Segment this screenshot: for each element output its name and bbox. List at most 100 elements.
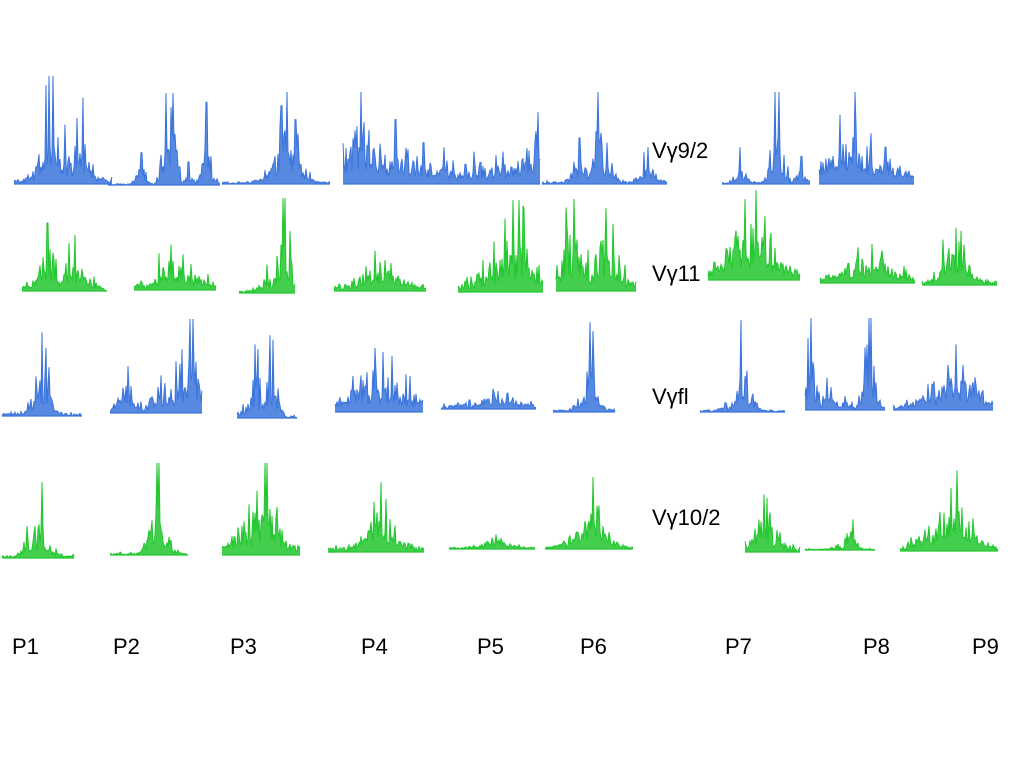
- trace-fill: [900, 470, 998, 551]
- trace-fill: [441, 388, 536, 409]
- patient-label-p5: P5: [477, 634, 504, 659]
- trace-fill: [343, 92, 455, 184]
- trace-vg10-2-p8: [804, 519, 876, 552]
- trace-fill: [745, 494, 800, 552]
- trace-vg10-2-p4: [327, 482, 425, 554]
- trace-vgfl-p5: [440, 388, 537, 410]
- trace-line: [454, 111, 541, 182]
- trace-fill: [110, 319, 202, 413]
- patient-label-p6: P6: [580, 634, 607, 659]
- patient-label-p1: P1: [12, 634, 39, 659]
- trace-vg11-p7: [707, 189, 801, 281]
- trace-fill: [108, 93, 220, 185]
- trace-vg10-2-p9: [899, 470, 999, 552]
- trace-vg9-2-p7: [722, 91, 811, 185]
- trace-fill: [449, 534, 535, 549]
- trace-vg9-2-p8: [818, 91, 915, 185]
- trace-line: [744, 494, 801, 554]
- trace-fill: [545, 477, 633, 549]
- trace-fill: [14, 76, 112, 184]
- trace-line: [221, 462, 301, 553]
- trace-line: [109, 462, 188, 556]
- trace-line: [333, 250, 427, 292]
- trace-vg11-p5: [457, 199, 544, 293]
- trace-line: [545, 476, 634, 550]
- trace-line: [236, 335, 298, 419]
- trace-vg9-2-p1: [13, 75, 113, 185]
- trace-vg10-2-p3: [221, 462, 301, 556]
- trace-vg10-2-p5: [448, 534, 536, 550]
- row-label-vg10-2: Vγ10/2: [652, 505, 721, 530]
- trace-line: [804, 317, 886, 410]
- trace-vgfl-p9: [892, 344, 994, 411]
- trace-vg9-2-p3: [221, 91, 331, 185]
- trace-fill: [2, 332, 82, 416]
- trace-vg11-p4: [333, 250, 427, 292]
- trace-line: [238, 197, 296, 295]
- trace-line: [707, 189, 801, 279]
- trace-line: [342, 91, 456, 180]
- trace-vg10-2-p1: [1, 481, 75, 559]
- trace-fill: [893, 344, 993, 410]
- trace-fill: [455, 112, 540, 184]
- trace-line: [440, 388, 537, 410]
- trace-line: [722, 91, 811, 185]
- row-label-vgfl: Vγfl: [652, 384, 689, 409]
- trace-vg10-2-p2: [109, 462, 188, 556]
- patient-label-p3: P3: [230, 634, 257, 659]
- trace-fill: [22, 223, 107, 291]
- trace-vg11-p8: [819, 243, 916, 284]
- trace-vgfl-p2: [109, 318, 203, 414]
- trace-line: [334, 347, 424, 408]
- trace-line: [21, 222, 108, 292]
- trace-vg10-2-p6: [545, 476, 634, 550]
- patient-label-p7: P7: [725, 634, 752, 659]
- trace-vgfl-p1: [1, 332, 83, 418]
- trace-line: [555, 198, 637, 290]
- trace-line: [699, 319, 786, 413]
- trace-vgfl-p8: [804, 317, 886, 411]
- trace-vgfl-p6: [552, 321, 616, 413]
- trace-line: [1, 481, 75, 559]
- patient-label-p2: P2: [113, 634, 140, 659]
- trace-vg11-p2: [133, 244, 217, 291]
- row-label-vg11: Vγ11: [652, 261, 701, 286]
- trace-line: [327, 482, 425, 554]
- trace-line: [133, 244, 217, 291]
- patient-label-p9: P9: [972, 634, 999, 659]
- patient-label-p8: P8: [863, 634, 890, 659]
- trace-vg9-2-p6: [541, 91, 668, 185]
- trace-vg9-2-p2: [107, 92, 221, 186]
- trace-line: [921, 227, 998, 287]
- trace-line: [818, 91, 915, 179]
- trace-line: [221, 91, 331, 185]
- trace-vgfl-p3: [236, 335, 298, 419]
- trace-vg9-2-p4: [342, 91, 456, 185]
- trace-fill: [110, 463, 188, 555]
- trace-vg11-p9: [921, 227, 998, 287]
- trace-vg11-p6: [555, 198, 637, 292]
- trace-vg10-2-p7: [744, 494, 801, 554]
- trace-fill: [2, 482, 74, 558]
- row-label-vg9-2: Vγ9/2: [652, 138, 709, 163]
- trace-line: [552, 321, 616, 413]
- trace-fill: [805, 318, 885, 410]
- trace-fill: [239, 198, 295, 293]
- trace-line: [819, 243, 916, 284]
- trace-line: [804, 519, 876, 552]
- trace-vgfl-p4: [334, 347, 424, 413]
- trace-line: [541, 91, 668, 185]
- trace-vg9-2-p5: [454, 111, 541, 185]
- trace-vgfl-p7: [699, 319, 786, 413]
- trace-fill: [722, 92, 810, 184]
- trace-fill: [328, 482, 424, 552]
- trace-vg11-p3: [238, 197, 296, 295]
- trace-fill: [237, 335, 297, 418]
- trace-vg11-p1: [21, 222, 108, 292]
- patient-label-p4: P4: [361, 634, 388, 659]
- trace-fill: [556, 199, 636, 291]
- trace-line: [457, 199, 544, 292]
- trace-line: [899, 470, 999, 551]
